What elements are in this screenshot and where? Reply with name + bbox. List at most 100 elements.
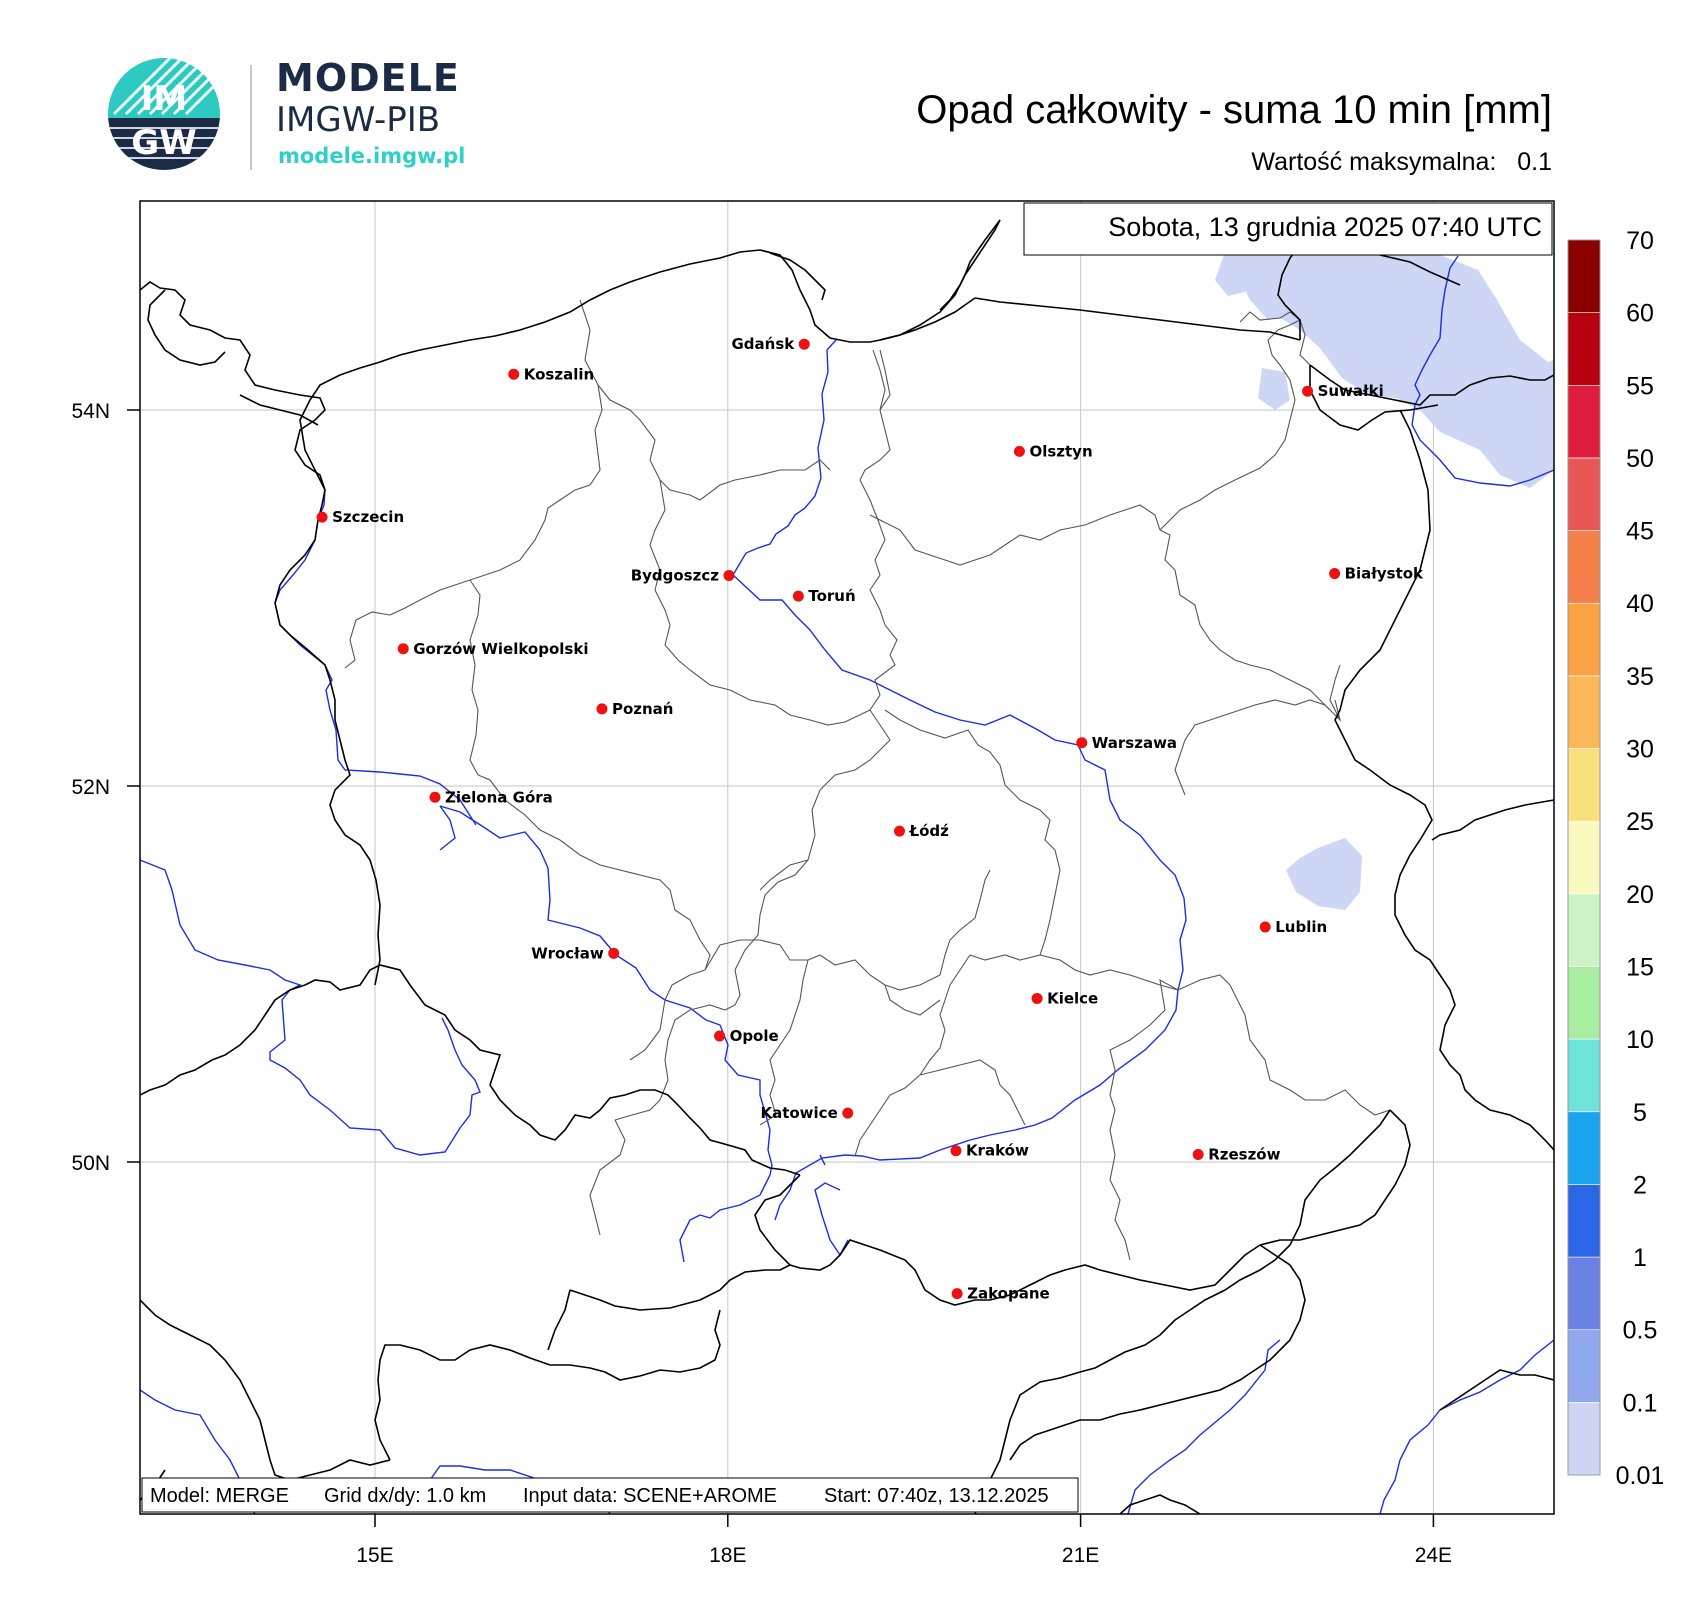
max-value-line: Wartość maksymalna: 0.1 (1251, 148, 1552, 177)
colorbar-level-label: 60 (1626, 300, 1654, 328)
city-label: Szczecin (332, 508, 404, 526)
colorbar-bin (1567, 820, 1601, 895)
colorbar-level-label: 0.1 (1623, 1389, 1658, 1417)
colorbar-level-label: 1 (1633, 1244, 1647, 1272)
precipitation-areas (1215, 243, 1554, 910)
city-label: Koszalin (524, 365, 594, 383)
colorbar-level-label: 5 (1633, 1099, 1647, 1127)
footer-model: Model: MERGE (150, 1485, 289, 1507)
colorbar-level-label: 45 (1626, 518, 1654, 546)
brand-url-link[interactable]: modele.imgw.pl (278, 144, 466, 168)
city-label: Bydgoszcz (631, 566, 720, 584)
colorbar-bin (1567, 1329, 1601, 1403)
logo: IM GW MODELE IMGW-PIB modele.imgw.pl (100, 50, 465, 180)
colorbar-level-label: 10 (1626, 1026, 1654, 1054)
colorbar-level-label: 70 (1626, 227, 1654, 255)
lon-tick-label: 18E (709, 1544, 746, 1567)
city-marker (596, 703, 608, 715)
colorbar-level-label: 15 (1626, 953, 1654, 981)
city-label: Gorzów Wielkopolski (413, 640, 588, 658)
city-marker (397, 643, 409, 655)
colorbar-bin (1567, 1111, 1601, 1185)
max-value-number: 0.1 (1517, 148, 1552, 176)
colorbar-bin (1567, 457, 1601, 531)
city-label: Białystok (1345, 565, 1424, 583)
colorbar-frame (1567, 239, 1601, 1476)
datetime-text: Sobota, 13 grudnia 2025 07:40 UTC (1108, 212, 1542, 242)
axis-ticks (127, 409, 1435, 1527)
axis-labels: 54N 52N 50N 15E 18E 21E 24E (71, 400, 1452, 1567)
lon-tick-label: 21E (1062, 1544, 1099, 1567)
colorbar-bin (1567, 893, 1601, 967)
city-label: Zielona Góra (445, 788, 553, 806)
brand-name: MODELE (276, 56, 460, 100)
city-marker (723, 569, 735, 581)
lat-tick-label: 54N (71, 400, 110, 423)
footer-grid: Grid dx/dy: 1.0 km (324, 1485, 486, 1507)
rivers (140, 255, 1554, 1514)
colorbar-bin (1567, 1184, 1601, 1258)
colorbar-level-label: 0.01 (1616, 1462, 1665, 1490)
footer-info: Model: MERGE Grid dx/dy: 1.0 km Input da… (150, 1485, 1049, 1507)
city-label: Gdańsk (731, 335, 795, 353)
lon-tick-label: 24E (1415, 1544, 1452, 1567)
lat-tick-label: 50N (71, 1152, 110, 1175)
colorbar-level-label: 35 (1626, 663, 1654, 691)
city-label: Opole (730, 1027, 779, 1045)
city-label: Olsztyn (1029, 442, 1092, 460)
city-label: Łódź (908, 822, 949, 840)
city-label: Suwałki (1318, 382, 1384, 400)
city-marker (1192, 1148, 1204, 1160)
colorbar-bin (1567, 966, 1601, 1040)
city-marker (792, 590, 804, 602)
city-marker (1013, 445, 1025, 457)
city-marker (1329, 568, 1341, 580)
city-label: Zakopane (967, 1285, 1050, 1303)
lon-tick-label: 15E (356, 1544, 393, 1567)
voivodeship-borders (344, 299, 1391, 1261)
city-marker (1302, 385, 1314, 397)
colorbar-bin (1567, 748, 1601, 822)
imgw-logo-icon: IM GW (108, 58, 220, 170)
datetime-box (1023, 202, 1553, 256)
footer-input: Input data: SCENE+AROME (523, 1485, 777, 1507)
cities: Gdańsk Koszalin Suwałki Olsztyn Szczecin Biał… (316, 335, 1424, 1303)
city-marker (316, 511, 328, 523)
city-marker (508, 368, 520, 380)
logo-text-top: IM (141, 79, 187, 119)
national-borders (140, 219, 1554, 1514)
colorbar-level-label: 30 (1626, 736, 1654, 764)
city-marker (714, 1030, 726, 1042)
city-label: Toruń (808, 587, 855, 605)
chart-title: Opad całkowity - suma 10 min [mm] (916, 88, 1552, 132)
city-marker (1031, 992, 1043, 1004)
city-label: Lublin (1275, 918, 1327, 936)
colorbar-bin (1567, 675, 1601, 749)
city-label: Kraków (966, 1142, 1029, 1160)
city-marker (798, 338, 810, 350)
city-marker (893, 825, 905, 837)
colorbar-level-label: 55 (1626, 372, 1654, 400)
colorbar-bin (1567, 1402, 1601, 1476)
city-marker (608, 947, 620, 959)
city-marker (950, 1145, 962, 1157)
logo-text-bottom: GW (131, 123, 196, 163)
city-label: Rzeszów (1208, 1145, 1280, 1163)
colorbar-bin (1567, 530, 1601, 604)
city-label: Poznań (612, 700, 674, 718)
city-label: Kielce (1047, 989, 1098, 1007)
gridlines (140, 201, 1554, 1514)
colorbar-bin (1567, 312, 1601, 386)
city-marker (1076, 737, 1088, 749)
colorbar-level-label: 2 (1633, 1171, 1647, 1199)
city-label: Warszawa (1092, 734, 1177, 752)
colorbar-level-label: 20 (1626, 881, 1654, 909)
max-value-label: Wartość maksymalna: (1251, 148, 1497, 176)
footer-start: Start: 07:40z, 13.12.2025 (824, 1485, 1049, 1507)
city-label: Wrocław (531, 944, 604, 962)
city-marker (951, 1288, 963, 1300)
colorbar-bin (1567, 239, 1601, 313)
colorbar-bin (1567, 384, 1601, 459)
